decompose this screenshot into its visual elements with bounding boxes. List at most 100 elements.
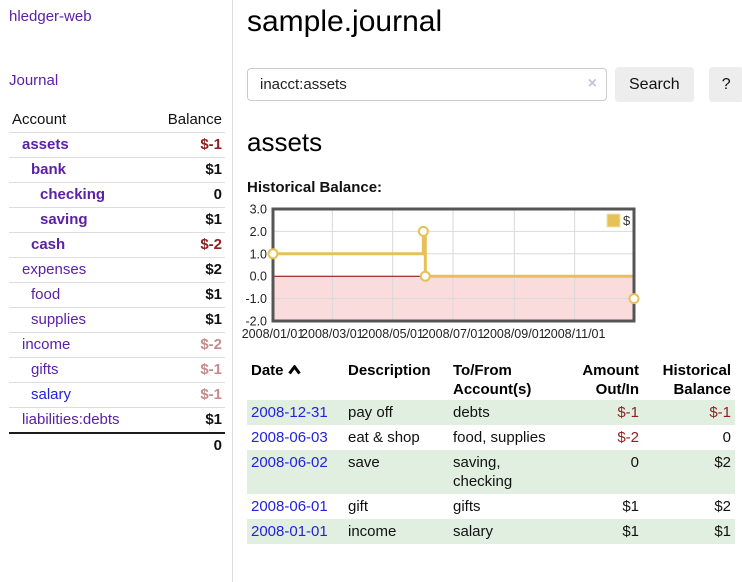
sidebar-item-journal[interactable]: Journal bbox=[9, 72, 225, 89]
search-box: × bbox=[247, 68, 607, 101]
data-point bbox=[421, 272, 430, 281]
account-row: expenses $2 bbox=[9, 257, 225, 282]
register-date-link[interactable]: 2008-01-01 bbox=[251, 523, 328, 540]
legend-label: $ bbox=[623, 213, 631, 228]
account-tree-total: 0 bbox=[9, 432, 225, 458]
account-balance: $-2 bbox=[200, 335, 222, 355]
x-axis-tick-label: 2008/03/01 bbox=[301, 327, 364, 341]
x-axis-tick-label: 2008/07/01 bbox=[422, 327, 485, 341]
register-description: pay off bbox=[344, 400, 449, 425]
clear-search-icon[interactable]: × bbox=[588, 74, 597, 94]
register-description: income bbox=[344, 519, 449, 544]
register-date-cell: 2008-01-01 bbox=[247, 519, 344, 544]
account-link-gifts[interactable]: gifts bbox=[12, 360, 59, 380]
account-row: saving $1 bbox=[9, 207, 225, 232]
register-balance: 0 bbox=[643, 425, 735, 450]
account-link-food[interactable]: food bbox=[12, 285, 60, 305]
register-amount: $-1 bbox=[561, 400, 643, 425]
register-table: DateDescriptionTo/From Account(s)Amount … bbox=[247, 360, 735, 544]
register-col-header-historical-balance: Historical Balance bbox=[643, 360, 735, 400]
account-column-header: Account bbox=[12, 110, 66, 130]
account-tree: Account Balance assets $-1 bank $1 checking 0… bbox=[9, 108, 225, 458]
register-description: gift bbox=[344, 494, 449, 519]
account-row: supplies $1 bbox=[9, 307, 225, 332]
register-balance: $2 bbox=[643, 450, 735, 494]
register-row: 2008-06-03eat & shopfood, supplies$-20 bbox=[247, 425, 735, 450]
register-date-cell: 2008-06-03 bbox=[247, 425, 344, 450]
register-date-cell: 2008-12-31 bbox=[247, 400, 344, 425]
y-axis-tick-label: 0.0 bbox=[250, 270, 267, 284]
register-date-link[interactable]: 2008-06-01 bbox=[251, 498, 328, 515]
register-date-link[interactable]: 2008-06-03 bbox=[251, 429, 328, 446]
chart-title: Historical Balance: bbox=[247, 179, 742, 196]
register-row: 2008-12-31pay offdebts$-1$-1 bbox=[247, 400, 735, 425]
register-description: save bbox=[344, 450, 449, 494]
search-button[interactable]: Search bbox=[615, 67, 694, 102]
search-input[interactable] bbox=[247, 68, 607, 101]
register-date-cell: 2008-06-02 bbox=[247, 450, 344, 494]
account-balance: $1 bbox=[205, 210, 222, 230]
account-row: salary $-1 bbox=[9, 382, 225, 407]
y-axis-tick-label: 2.0 bbox=[250, 225, 267, 239]
account-tree-header: Account Balance bbox=[9, 108, 225, 132]
data-point bbox=[419, 227, 428, 236]
account-link-salary[interactable]: salary bbox=[12, 385, 71, 405]
account-link-assets[interactable]: assets bbox=[12, 135, 69, 155]
register-accounts: food, supplies bbox=[449, 425, 561, 450]
account-row: income $-2 bbox=[9, 332, 225, 357]
y-axis-tick-label: 3.0 bbox=[250, 203, 267, 217]
register-accounts: saving, checking bbox=[449, 450, 561, 494]
chevron-up-icon bbox=[288, 361, 301, 380]
account-row: cash $-2 bbox=[9, 232, 225, 257]
help-button[interactable]: ? bbox=[709, 67, 742, 102]
account-link-checking[interactable]: checking bbox=[12, 185, 105, 205]
register-amount: 0 bbox=[561, 450, 643, 494]
y-axis-tick-label: -1.0 bbox=[245, 292, 267, 306]
register-amount: $1 bbox=[561, 494, 643, 519]
data-point bbox=[269, 249, 278, 258]
register-amount: $1 bbox=[561, 519, 643, 544]
register-amount: $-2 bbox=[561, 425, 643, 450]
account-heading: assets bbox=[247, 127, 742, 158]
register-col-header-date[interactable]: Date bbox=[247, 360, 344, 400]
account-balance: $1 bbox=[205, 310, 222, 330]
account-balance: $-1 bbox=[200, 135, 222, 155]
account-row: bank $1 bbox=[9, 157, 225, 182]
account-row: liabilities:debts$1 bbox=[9, 407, 225, 432]
register-date-link[interactable]: 2008-12-31 bbox=[251, 404, 328, 421]
account-balance: $1 bbox=[205, 160, 222, 180]
balance-column-header: Balance bbox=[168, 110, 222, 130]
account-balance: $-1 bbox=[200, 385, 222, 405]
account-link-income[interactable]: income bbox=[12, 335, 70, 355]
x-axis-tick-label: 2008/09/01 bbox=[483, 327, 546, 341]
x-axis-tick-label: 2008/05/01 bbox=[361, 327, 424, 341]
account-link-supplies[interactable]: supplies bbox=[12, 310, 86, 330]
account-balance: $1 bbox=[205, 285, 222, 305]
account-link-saving[interactable]: saving bbox=[12, 210, 88, 230]
account-link-liabilities-debts[interactable]: liabilities:debts bbox=[12, 410, 120, 430]
register-accounts: debts bbox=[449, 400, 561, 425]
app-title-link[interactable]: hledger-web bbox=[9, 8, 225, 25]
data-point bbox=[630, 294, 639, 303]
main-content: sample.journal × Search ? assets Histori… bbox=[233, 0, 742, 582]
search-form: × Search ? bbox=[247, 67, 742, 102]
x-axis-tick-label: 2008/11/01 bbox=[544, 327, 606, 341]
register-balance: $1 bbox=[643, 519, 735, 544]
account-balance: $-2 bbox=[200, 235, 222, 255]
account-link-bank[interactable]: bank bbox=[12, 160, 66, 180]
register-accounts: gifts bbox=[449, 494, 561, 519]
chart-canvas: 3.02.01.00.0-1.0-2.02008/01/012008/03/01… bbox=[247, 203, 649, 349]
register-balance: $-1 bbox=[643, 400, 735, 425]
account-row: assets $-1 bbox=[9, 132, 225, 157]
register-col-header-to-from-account-s-: To/From Account(s) bbox=[449, 360, 561, 400]
account-link-expenses[interactable]: expenses bbox=[12, 260, 86, 280]
account-balance: $2 bbox=[205, 260, 222, 280]
register-row: 2008-01-01incomesalary$1$1 bbox=[247, 519, 735, 544]
account-balance: $-1 bbox=[200, 360, 222, 380]
x-axis-tick-label: 2008/01/01 bbox=[242, 327, 305, 341]
account-balance: 0 bbox=[214, 185, 222, 205]
account-link-cash[interactable]: cash bbox=[12, 235, 65, 255]
register-accounts: salary bbox=[449, 519, 561, 544]
register-col-header-amount-out-in: Amount Out/In bbox=[561, 360, 643, 400]
register-date-link[interactable]: 2008-06-02 bbox=[251, 454, 328, 471]
